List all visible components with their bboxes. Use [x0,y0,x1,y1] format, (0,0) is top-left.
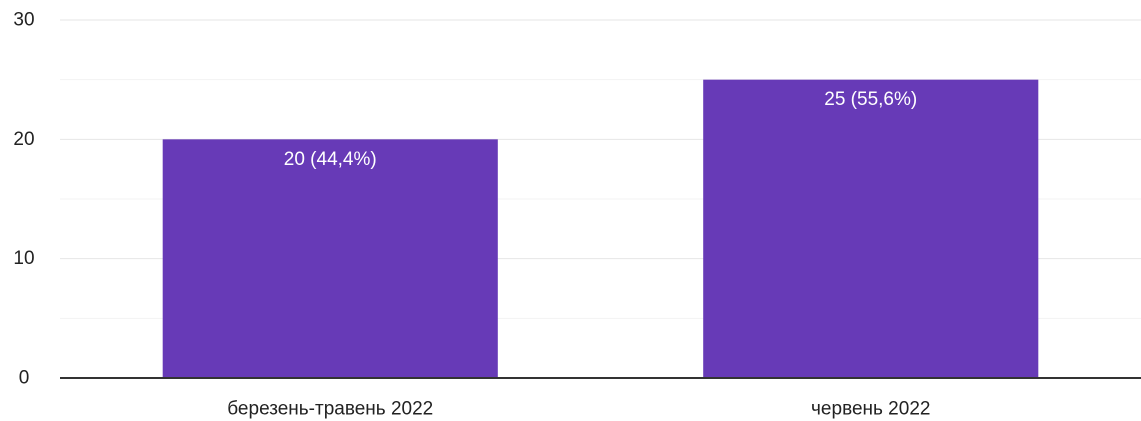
y-tick-label: 0 [19,368,30,389]
bar-data-label: 25 (55,6%) [824,89,917,110]
y-tick-label: 30 [13,10,34,31]
y-tick-label: 20 [13,129,34,150]
bars: 20 (44,4%) 25 (55,6%) [162,79,1039,379]
bar-data-label: 20 (44,4%) [284,149,377,170]
x-category-label: березень-травень 2022 [227,399,433,420]
bar [703,79,1039,379]
y-axis-ticks: 0 10 20 30 [13,10,34,389]
x-category-label: червень 2022 [811,399,930,420]
x-axis-categories: березень-травень 2022 червень 2022 [227,399,930,420]
y-tick-label: 10 [13,248,34,269]
bar [162,139,498,378]
